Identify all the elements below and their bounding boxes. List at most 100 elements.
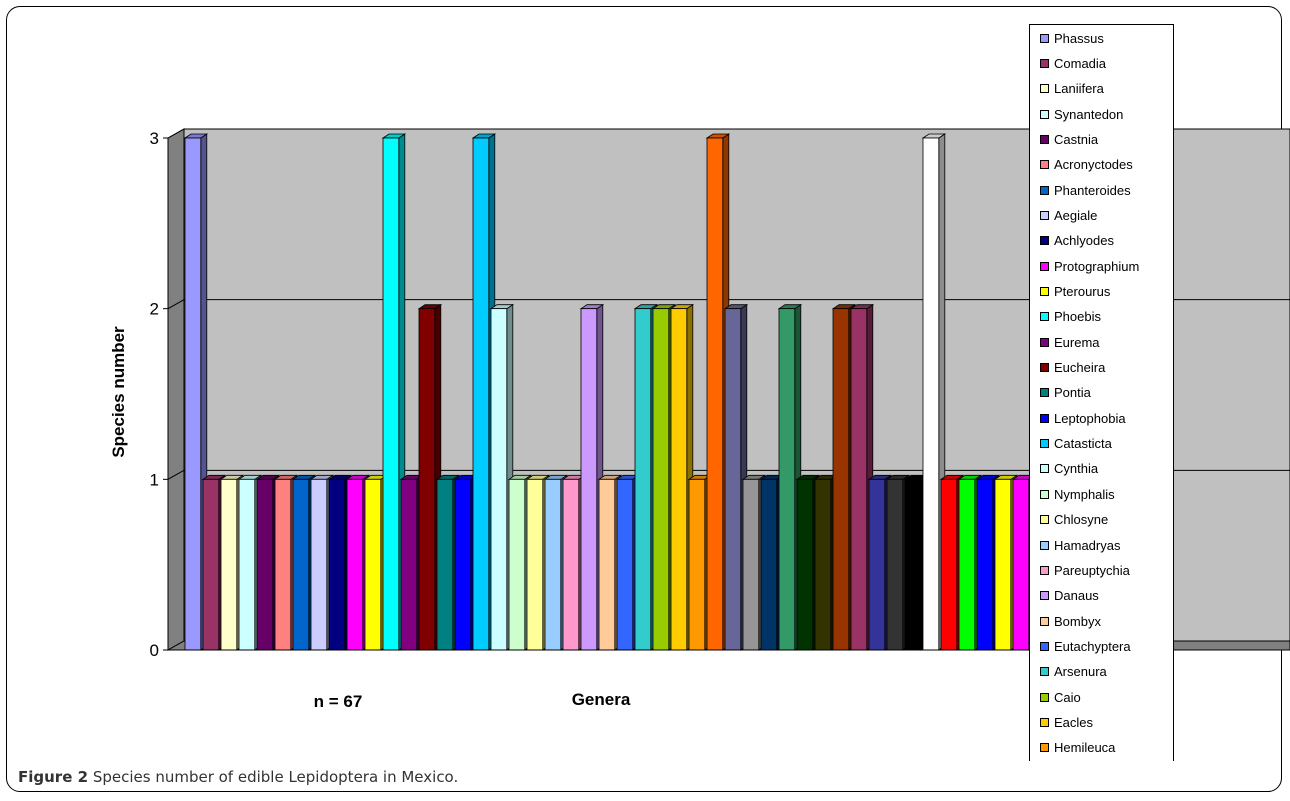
legend-label: Pterourus [1054, 284, 1111, 299]
gridline-side [167, 299, 185, 310]
y-tick-label: 1 [150, 470, 159, 489]
legend-swatch [1040, 717, 1049, 727]
bar-genus-38 [849, 303, 875, 651]
legend-swatch [1040, 287, 1049, 296]
legend-item-hemileuca: Hemileuca [1040, 736, 1115, 760]
legend-item-cynthia: Cynthia [1040, 457, 1098, 481]
legend-swatch [1040, 692, 1049, 702]
legend-label: Laniifera [1054, 81, 1104, 97]
legend-item-leptophobia: Leptophobia [1040, 406, 1126, 430]
legend-swatch [1040, 312, 1049, 322]
legend-label: Chlosyne [1054, 512, 1109, 528]
legend-label: Eucheira [1054, 360, 1106, 376]
legend-item-eurema: Eurema [1040, 330, 1100, 354]
legend-label: Castnia [1054, 131, 1099, 147]
legend-label: Eacles [1054, 714, 1094, 730]
legend-label: Nymphalis [1054, 486, 1115, 502]
legend-label: Hamadryas [1054, 537, 1121, 553]
y-tick-label: 0 [150, 641, 159, 660]
legend-label: Pareuptychia [1054, 562, 1130, 578]
legend-item-pareuptychia: Pareuptychia [1040, 558, 1130, 582]
legend-item-chlosyne: Chlosyne [1040, 508, 1108, 532]
legend-swatch [1040, 591, 1049, 601]
legend-swatch [1040, 84, 1049, 94]
legend-swatch [1040, 413, 1049, 423]
bar-arsenura [633, 303, 659, 651]
legend-label: Leptophobia [1054, 410, 1126, 426]
legend-swatch [1040, 160, 1049, 170]
legend-item-eutachyptera: Eutachyptera [1040, 634, 1131, 658]
bar-eucheira [417, 303, 443, 651]
legend-label: Arsenura [1054, 664, 1107, 680]
legend-label: Acronyctodes [1054, 157, 1133, 173]
legend-swatch [1040, 667, 1049, 677]
legend-item-eacles: Eacles [1040, 710, 1093, 734]
legend-label: Aegiale [1054, 207, 1098, 223]
legend-swatch [1040, 185, 1049, 195]
y-tick-label: 3 [150, 129, 159, 148]
legend-swatch [1040, 464, 1049, 474]
legend-item-acronyctodes: Acronyctodes [1040, 153, 1133, 177]
legend-item-phoebis: Phoebis [1040, 305, 1101, 329]
plot-side-wall [167, 128, 185, 651]
legend-swatch [1040, 363, 1049, 373]
x-axis-label: Genera [572, 690, 631, 709]
figure-caption: Figure 2 Species number of edible Lepido… [18, 768, 458, 786]
legend-label: Synantedon [1054, 106, 1124, 122]
legend-item-caio: Caio [1040, 685, 1081, 709]
legend-item-hamadryas: Hamadryas [1040, 533, 1120, 557]
chart-legend: Phassus Comadia Laniifera Synantedon Castnia… [1029, 24, 1174, 761]
legend-item-castnia: Castnia [1040, 127, 1098, 151]
figure-label: Figure 2 [18, 768, 89, 786]
legend-label: Phassus [1054, 30, 1104, 46]
legend-item-comadia: Comadia [1040, 51, 1106, 75]
legend-item-synantedon: Synantedon [1040, 102, 1123, 126]
legend-swatch [1040, 236, 1049, 246]
legend-swatch [1040, 641, 1049, 651]
legend-swatch [1040, 58, 1049, 68]
legend-label: Comadia [1054, 55, 1107, 71]
legend-item-aegiale: Aegiale [1040, 203, 1097, 227]
legend-label: Caio [1054, 689, 1081, 705]
y-tick-label: 2 [150, 300, 159, 319]
legend-swatch [1040, 439, 1049, 449]
legend-label: Phanteroides [1054, 182, 1131, 198]
legend-swatch [1040, 134, 1049, 144]
legend-item-nymphalis: Nymphalis [1040, 482, 1115, 506]
legend-label: Pontia [1054, 385, 1091, 401]
legend-swatch [1040, 388, 1049, 398]
legend-item-laniifera: Laniifera [1040, 77, 1104, 101]
legend-swatch [1040, 540, 1049, 550]
legend-label: Hemileuca [1054, 740, 1116, 756]
legend-swatch [1040, 337, 1049, 347]
legend-label: Danaus [1054, 588, 1099, 604]
legend-swatch [1040, 109, 1049, 119]
legend-item-bombyx: Bombyx [1040, 609, 1101, 633]
sample-size-annotation: n = 67 [314, 692, 363, 711]
legend-label: Cynthia [1054, 461, 1099, 477]
legend-label: Protographium [1054, 258, 1140, 274]
legend-item-phassus: Phassus [1040, 26, 1104, 50]
legend-label: Eurema [1054, 334, 1100, 350]
legend-swatch [1040, 261, 1049, 271]
legend-label: Eutachyptera [1054, 638, 1131, 654]
legend-item-pterourus: Pterourus [1040, 280, 1110, 304]
legend-label: Phoebis [1054, 309, 1101, 325]
legend-item-catasticta: Catasticta [1040, 432, 1112, 456]
legend-swatch [1040, 565, 1049, 575]
legend-item-arsenura: Arsenura [1040, 660, 1107, 684]
legend-swatch [1040, 743, 1049, 753]
legend-item-protographium: Protographium [1040, 254, 1139, 278]
legend-item-danaus: Danaus [1040, 584, 1099, 608]
figure-caption-text: Species number of edible Lepidoptera in … [88, 768, 459, 786]
gridline-side [167, 469, 185, 480]
legend-label: Bombyx [1054, 613, 1101, 629]
legend-item-achlyodes: Achlyodes [1040, 229, 1114, 253]
legend-item-pontia: Pontia [1040, 381, 1091, 405]
y-axis-label: Species number [109, 326, 128, 458]
legend-swatch [1040, 489, 1049, 499]
gridline-side [167, 128, 185, 139]
legend-swatch [1040, 515, 1049, 525]
legend-swatch [1040, 210, 1049, 220]
bar-cynthia [489, 303, 515, 651]
